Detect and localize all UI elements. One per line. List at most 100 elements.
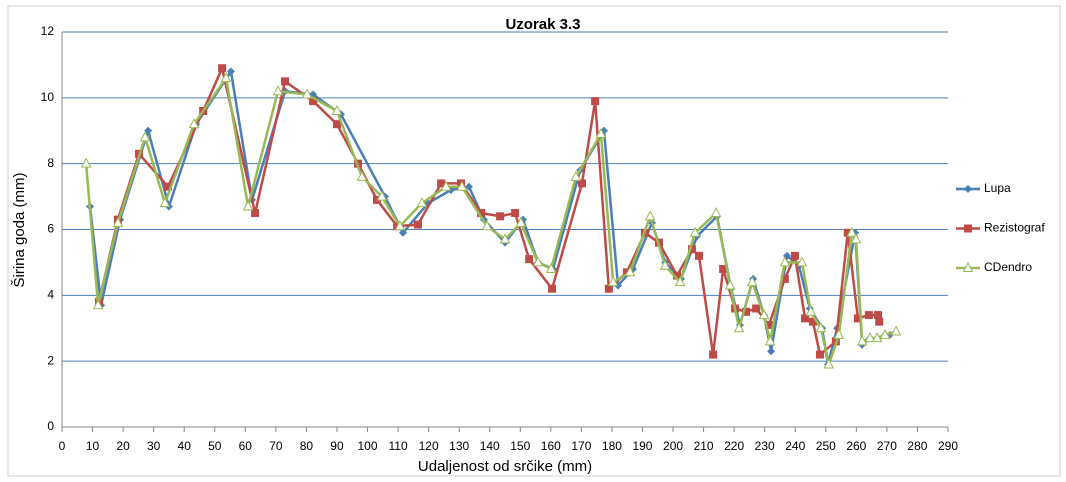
marker — [624, 266, 636, 277]
marker — [591, 97, 600, 106]
x-tick-label: 130 — [449, 439, 469, 453]
marker — [846, 226, 858, 237]
marker — [577, 179, 586, 188]
marker — [525, 255, 534, 264]
marker — [532, 256, 544, 267]
x-tick-label: 190 — [632, 439, 652, 453]
marker — [790, 251, 799, 260]
x-tick-label: 180 — [602, 439, 622, 453]
x-tick-label: 50 — [208, 439, 222, 453]
y-tick-label: 6 — [47, 222, 54, 236]
x-tick-label: 250 — [816, 439, 836, 453]
x-tick-label: 220 — [724, 439, 744, 453]
x-tick-label: 150 — [510, 439, 530, 453]
marker — [188, 118, 200, 129]
x-tick-label: 90 — [330, 439, 344, 453]
marker — [674, 276, 686, 287]
y-tick-label: 10 — [41, 90, 55, 104]
marker — [331, 104, 343, 115]
marker — [301, 88, 313, 99]
marker — [850, 233, 862, 244]
marker — [309, 97, 318, 106]
marker — [112, 216, 124, 227]
marker — [871, 332, 883, 343]
y-tick-label: 8 — [47, 156, 54, 170]
x-tick-label: 100 — [358, 439, 378, 453]
marker — [92, 299, 104, 310]
marker — [604, 284, 613, 293]
y-tick-label: 4 — [47, 288, 54, 302]
marker — [159, 197, 171, 208]
marker — [251, 209, 260, 218]
marker — [139, 131, 151, 142]
marker — [272, 85, 284, 96]
marker — [496, 212, 505, 221]
marker — [281, 77, 290, 86]
x-tick-label: 10 — [86, 439, 100, 453]
marker — [856, 335, 868, 346]
marker — [875, 317, 884, 326]
legend-label: Lupa — [984, 181, 1011, 195]
marker — [689, 226, 701, 237]
legend-label: Rezistograf — [984, 221, 1045, 235]
marker — [226, 67, 235, 76]
marker — [764, 320, 773, 329]
marker — [220, 72, 232, 83]
chart-frame — [7, 5, 1061, 477]
y-tick-label: 0 — [47, 419, 54, 433]
marker — [890, 325, 902, 336]
marker — [752, 304, 761, 313]
marker — [242, 200, 254, 211]
marker — [394, 220, 406, 231]
x-tick-label: 70 — [269, 439, 283, 453]
marker — [545, 262, 557, 273]
marker — [823, 358, 835, 369]
marker — [218, 64, 227, 73]
marker — [376, 190, 388, 201]
x-tick-label: 240 — [785, 439, 805, 453]
marker — [332, 120, 341, 129]
marker — [815, 350, 824, 359]
marker — [964, 224, 972, 233]
marker — [413, 220, 422, 229]
x-tick-label: 80 — [300, 439, 314, 453]
x-axis-title: Udaljenost od srčike (mm) — [418, 458, 592, 475]
legend-label: CDendro — [984, 260, 1032, 274]
x-tick-label: 30 — [147, 439, 161, 453]
x-tick-label: 40 — [178, 439, 192, 453]
marker — [710, 206, 722, 218]
x-tick-label: 270 — [877, 439, 897, 453]
marker — [416, 197, 428, 208]
x-tick-label: 0 — [59, 439, 66, 453]
marker — [80, 157, 92, 168]
marker — [853, 314, 862, 323]
marker — [440, 180, 452, 191]
marker — [499, 233, 511, 244]
marker — [801, 314, 810, 323]
marker — [843, 228, 852, 237]
marker — [805, 305, 817, 316]
marker — [570, 170, 582, 181]
marker — [659, 259, 671, 270]
marker — [758, 309, 770, 320]
marker — [595, 127, 607, 139]
marker — [815, 322, 827, 333]
marker — [964, 185, 972, 193]
marker — [695, 251, 704, 260]
y-tick-label: 12 — [41, 24, 55, 38]
marker — [780, 274, 789, 283]
marker — [833, 328, 845, 339]
marker — [477, 209, 486, 218]
x-tick-label: 210 — [694, 439, 714, 453]
marker — [879, 328, 891, 339]
marker — [962, 261, 974, 272]
x-tick-label: 260 — [846, 439, 866, 453]
marker — [398, 228, 407, 237]
x-tick-label: 20 — [116, 439, 130, 453]
x-tick-label: 110 — [388, 439, 407, 453]
marker — [464, 182, 473, 191]
y-tick-label: 2 — [47, 353, 54, 367]
marker — [733, 322, 745, 333]
marker — [511, 209, 520, 218]
